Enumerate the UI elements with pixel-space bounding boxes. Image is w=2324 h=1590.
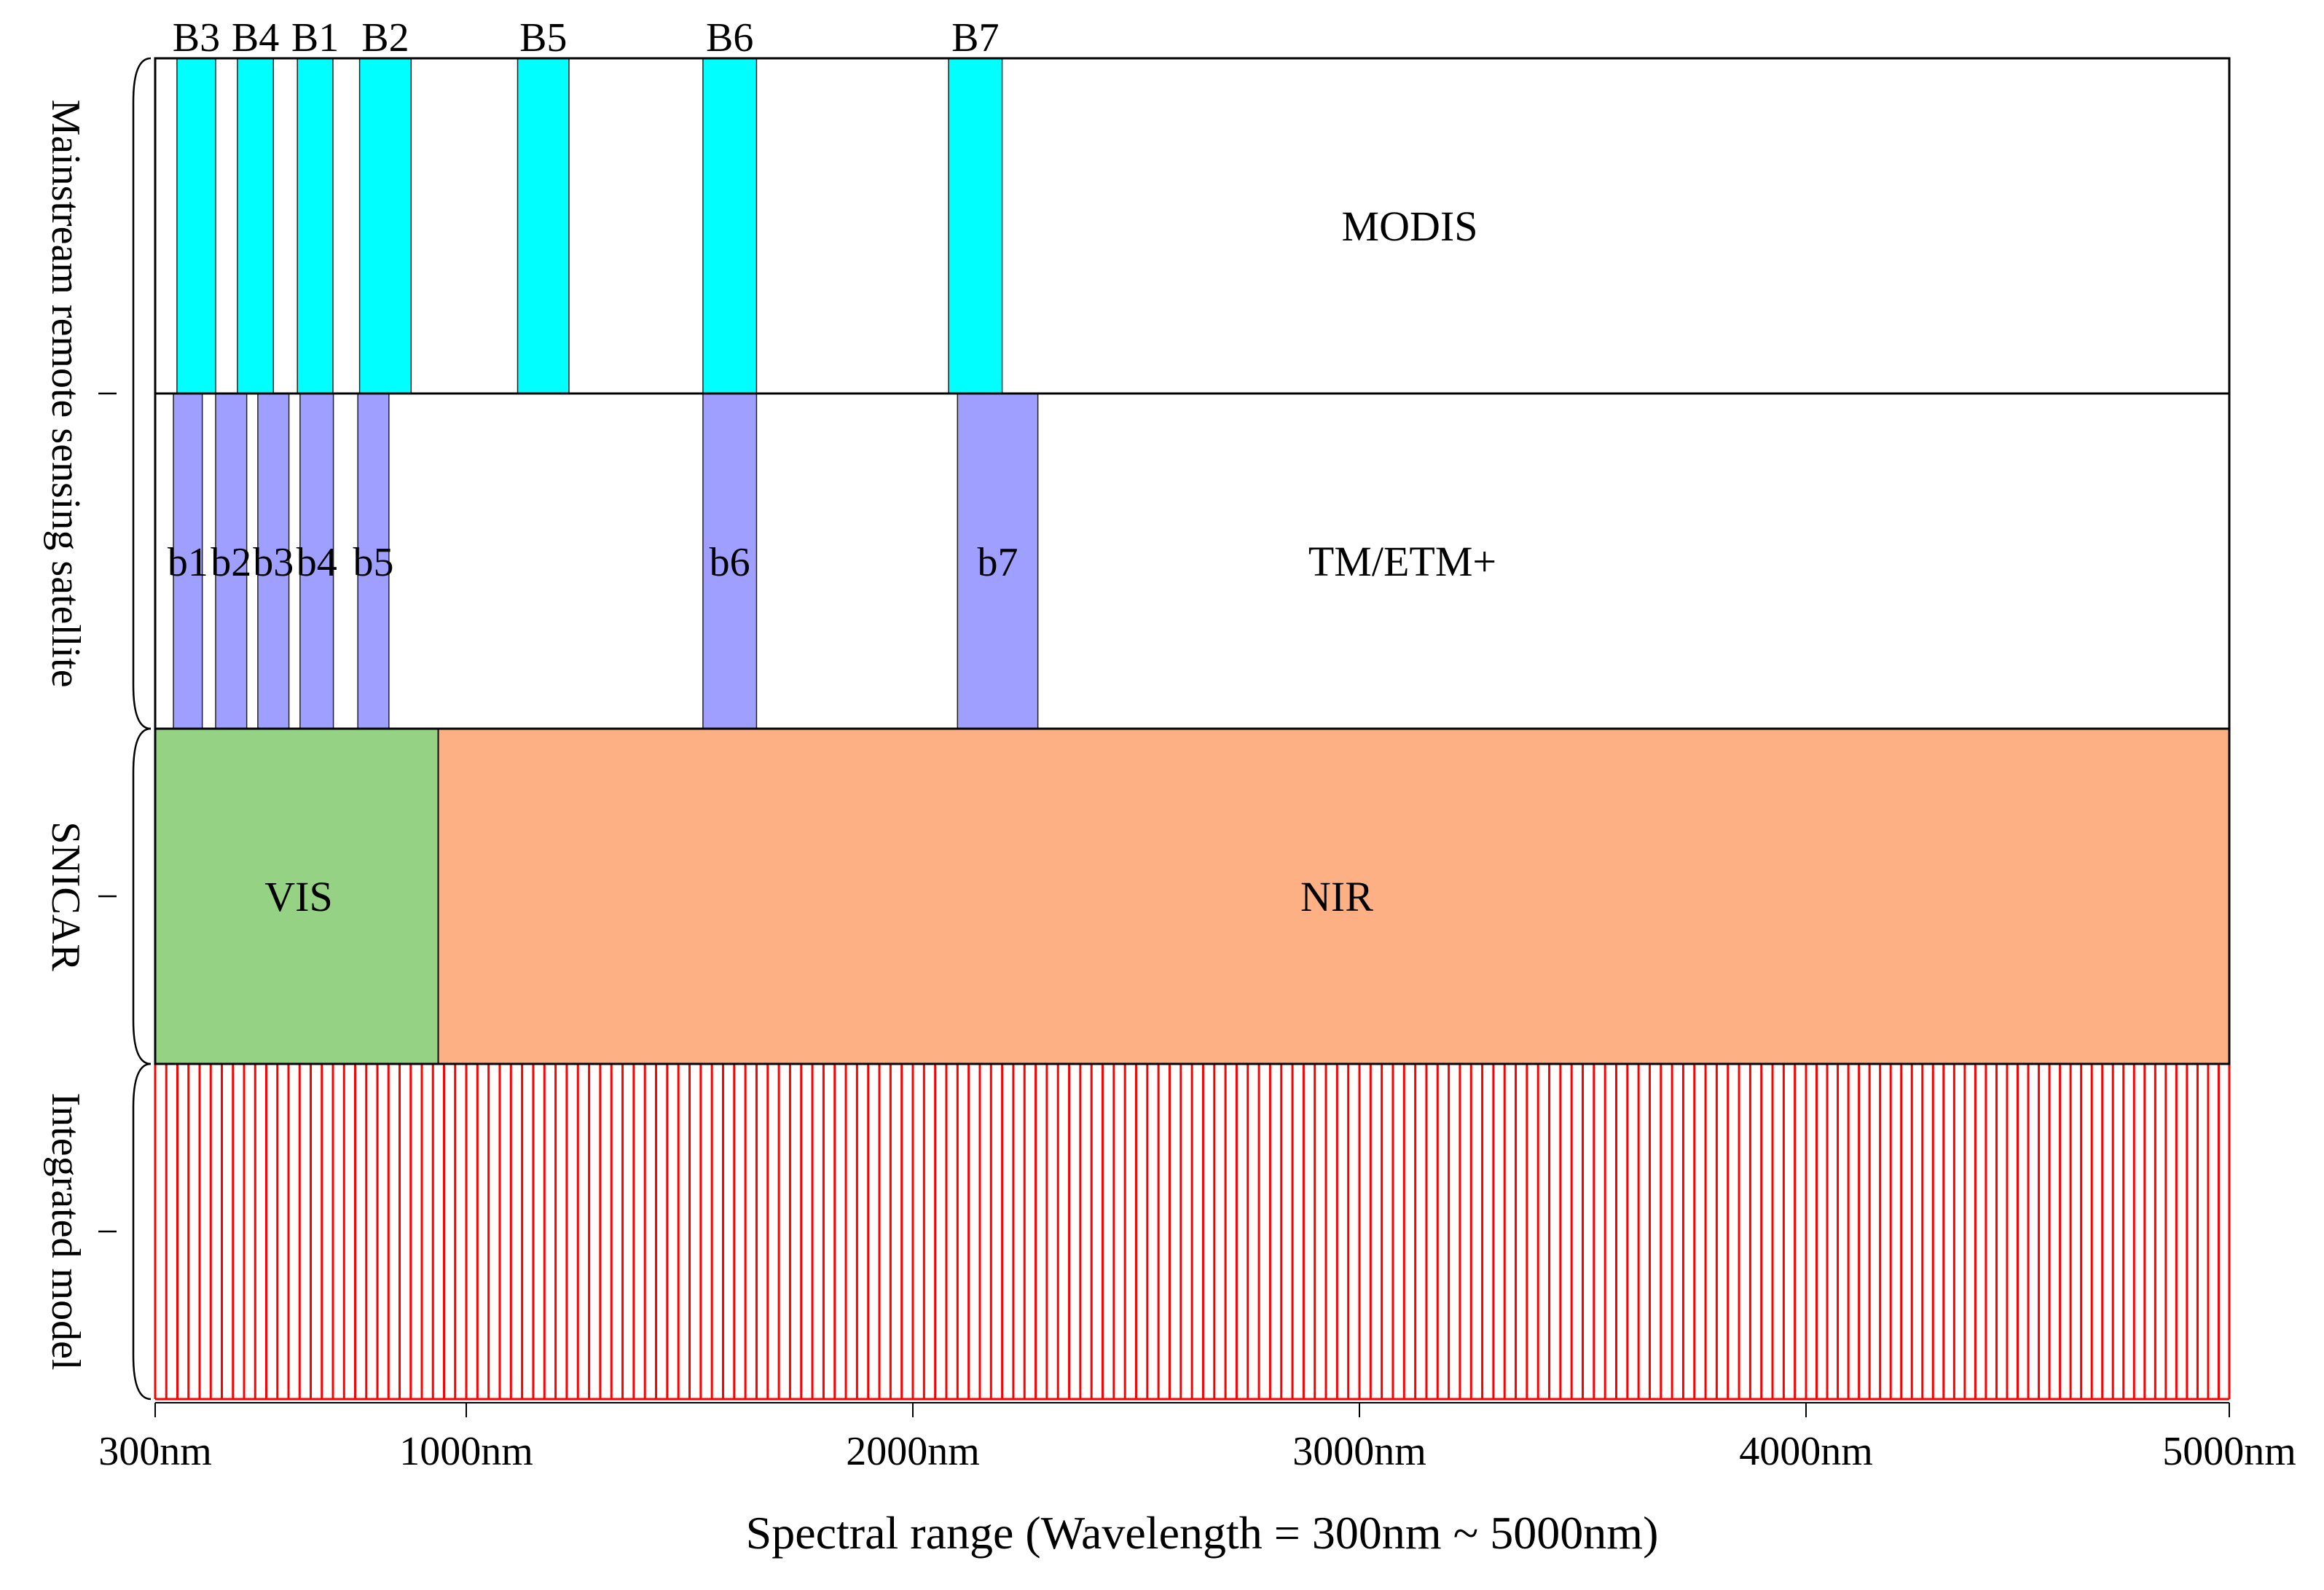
tm-band-label-b7: b7 (977, 540, 1018, 585)
row-name-modis: MODIS (1342, 203, 1478, 250)
group-bracket (132, 1062, 152, 1401)
tm-band-b4 (299, 393, 334, 729)
row-integrated (154, 1062, 2231, 1401)
modis-band-b1 (297, 58, 334, 394)
modis-band-label-b1: B1 (291, 15, 339, 60)
group-label: SNICAR (43, 821, 88, 971)
modis-band-b3 (176, 58, 216, 394)
modis-band-label-b5: B5 (519, 15, 567, 60)
upper-frame (154, 57, 2231, 1065)
tm-band-label-b2: b2 (211, 540, 251, 585)
modis-band-b6 (702, 58, 758, 394)
modis-band-label-b6: B6 (706, 15, 753, 60)
modis-band-b4 (237, 58, 275, 394)
x-tick-label: 1000nm (399, 1429, 533, 1474)
modis-band-b2 (358, 58, 412, 394)
x-tick-label: 4000nm (1739, 1429, 1873, 1474)
tm-band-b6 (702, 393, 758, 729)
modis-band-label-b2: B2 (361, 15, 409, 60)
plot-frame (154, 57, 2231, 1065)
row-snicar: VIS NIR (154, 728, 2230, 1065)
group-bracket (132, 727, 152, 1065)
x-tick-label: 5000nm (2162, 1429, 2296, 1474)
x-tick-label: 2000nm (846, 1429, 980, 1474)
snicar-region-label-nir: NIR (1300, 873, 1373, 920)
x-tick-label: 300nm (98, 1429, 212, 1474)
x-tick-label: 3000nm (1292, 1429, 1426, 1474)
tm-band-b1 (173, 393, 203, 729)
x-axis-title: Spectral range (Wavelength = 300nm ~ 500… (746, 1507, 1659, 1559)
y-group-labels: Mainstream remote sensing satellite SNICA… (43, 57, 152, 1401)
modis-band-label-b7: B7 (951, 15, 999, 60)
group-label: Integrated model (43, 1093, 88, 1371)
row-modis: B3 B4 B1 B2 B5 B6 B7 MODIS (173, 15, 1478, 394)
modis-band-b5 (517, 58, 570, 394)
integrated-lines (154, 1062, 2231, 1401)
tm-band-label-b1: b1 (168, 540, 208, 585)
tm-band-label-b6: b6 (710, 540, 750, 585)
tm-band-label-b4: b4 (297, 540, 337, 585)
row-tm: b1 b2 b3 b4 b5 b6 b7 TM/ETM+ (168, 393, 1496, 729)
tm-band-label-b3: b3 (253, 540, 294, 585)
tm-band-b2 (215, 393, 248, 729)
snicar-region-vis (154, 728, 439, 1065)
modis-band-b7 (948, 58, 1003, 394)
modis-band-label-b3: B3 (173, 15, 220, 60)
group-label: Mainstream remote sensing satellite (43, 99, 88, 687)
rows-layer: B3 B4 B1 B2 B5 B6 B7 MODIS b1 b2 b3 b4 b5 b6 b7 TM/ETM+… (154, 15, 2231, 1401)
row-name-tm: TM/ETM+ (1308, 538, 1496, 585)
group-bracket (132, 57, 152, 730)
tm-band-label-b5: b5 (353, 540, 394, 585)
snicar-region-label-vis: VIS (264, 873, 332, 920)
x-axis: Spectral range (Wavelength = 300nm ~ 500… (98, 1402, 2296, 1559)
modis-band-label-b4: B4 (232, 15, 279, 60)
